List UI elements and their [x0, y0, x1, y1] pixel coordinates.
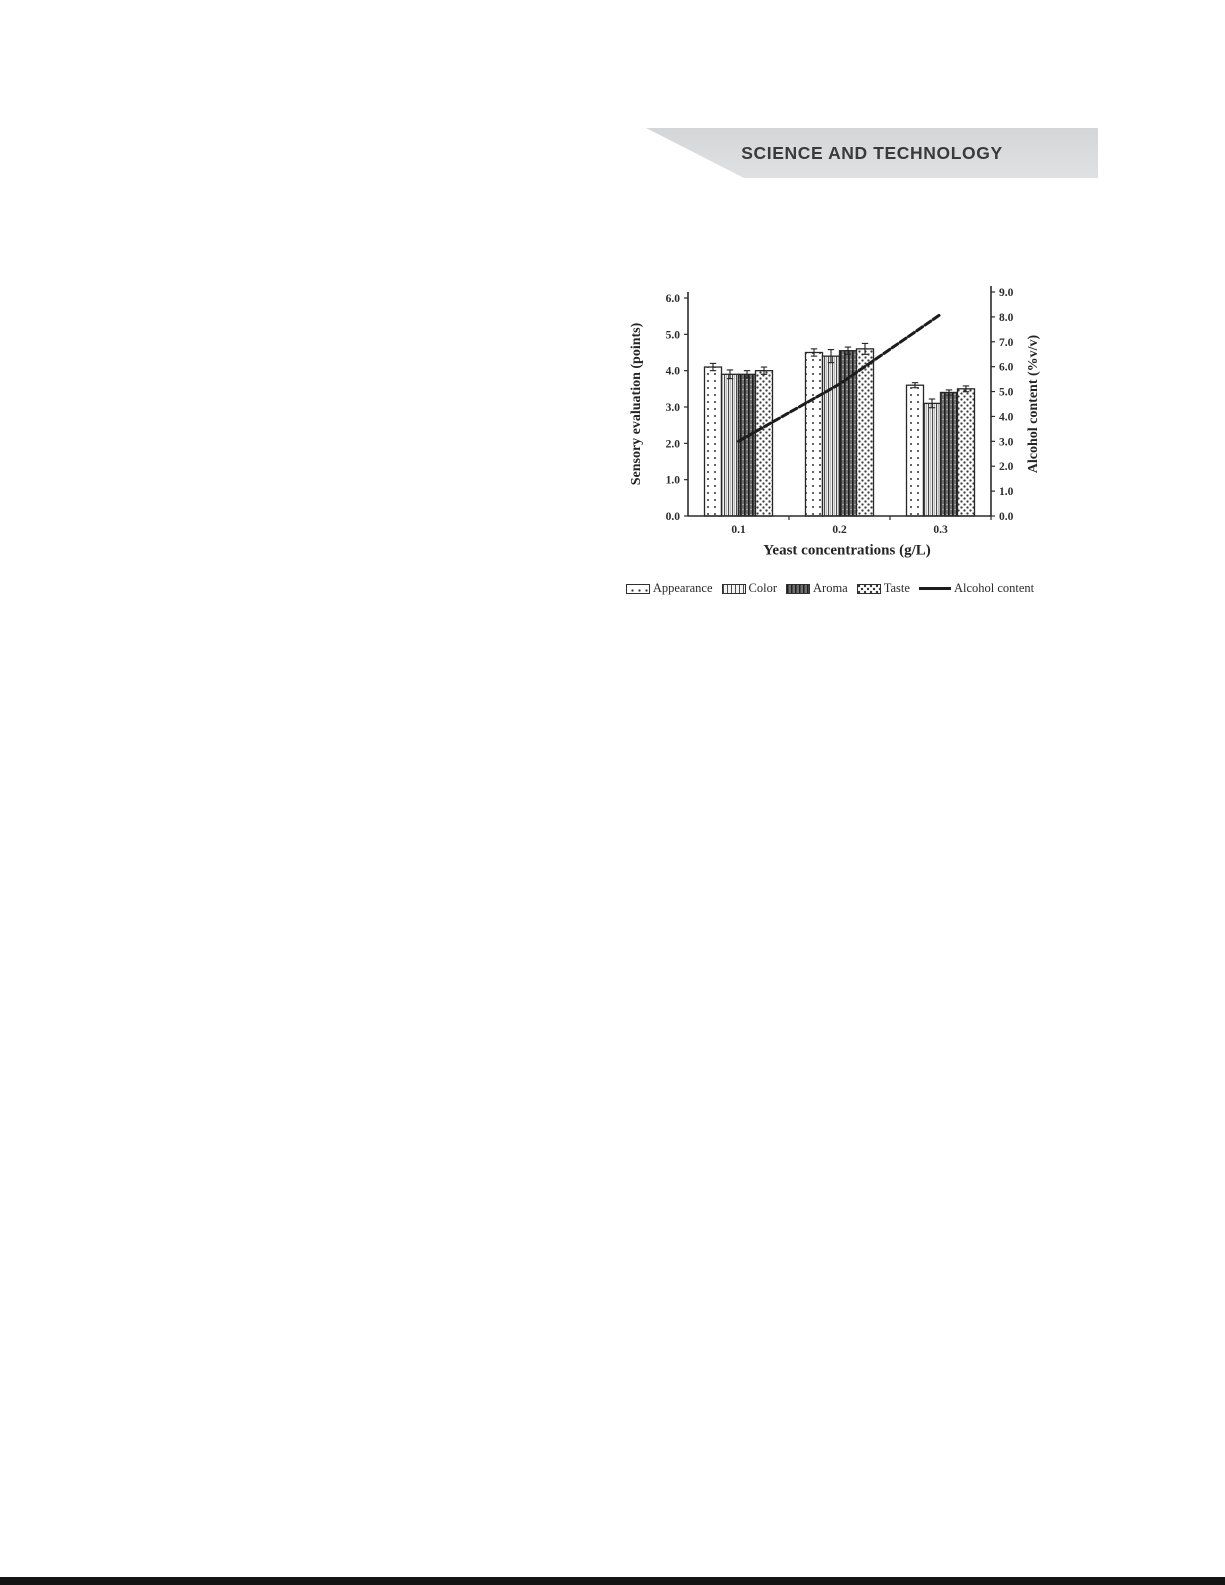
bar-aroma-0.3 [939, 391, 959, 517]
chart-canvas: 0.0 1.0 2.0 3.0 4.0 5.0 6.0 0.0 1.0 2.0 3.0 4.0 5.0 6… [666, 286, 1014, 536]
legend-swatch-vlines [721, 583, 746, 594]
error-bar [810, 348, 818, 357]
bar-color-0.1 [720, 373, 740, 517]
right-tick-label: 7.0 [999, 337, 1014, 349]
bar-taste-0.2 [855, 348, 875, 517]
left-tick-label: 5.0 [666, 329, 681, 341]
error-bar [827, 349, 835, 364]
right-axis-title: Alcohol content (%v/v) [1026, 334, 1041, 474]
legend-item-appearance: Appearance [625, 581, 713, 596]
right-tick-label: 3.0 [999, 436, 1014, 448]
error-bar [861, 342, 869, 355]
right-tick-label: 0.0 [999, 511, 1014, 523]
bar-color-0.2 [821, 355, 841, 517]
right-tick-label: 2.0 [999, 461, 1014, 473]
left-tick-label: 4.0 [666, 366, 681, 378]
left-tick-label: 2.0 [666, 438, 681, 450]
sensory-evaluation-chart: 0.0 1.0 2.0 3.0 4.0 5.0 6.0 0.0 1.0 2.0 3.0 4.0 5.0 6… [600, 266, 1060, 611]
left-tick-label: 1.0 [666, 475, 681, 487]
legend-item-aroma: Aroma [786, 581, 848, 596]
legend-label: Alcohol content [953, 581, 1035, 595]
legend-item-color: Color [721, 581, 778, 596]
legend-swatch-dark [786, 583, 811, 594]
bar-aroma-0.1 [737, 373, 757, 517]
error-bar [726, 369, 734, 380]
bar-appearance-0.3 [905, 384, 925, 517]
bar-appearance-0.2 [804, 351, 824, 517]
error-bar [962, 385, 970, 393]
error-bar [928, 398, 936, 409]
right-tick-label: 8.0 [999, 312, 1014, 324]
error-bar [911, 382, 919, 389]
header-banner: SCIENCE AND TECHNOLOGY [646, 128, 1098, 178]
legend-label: Aroma [813, 581, 848, 595]
legend-item-alcohol-content: Alcohol content [918, 581, 1035, 596]
bar-appearance-0.1 [703, 366, 723, 517]
legend-label: Taste [883, 581, 910, 595]
left-axis-title: Sensory evaluation (points) [629, 322, 644, 486]
legend-swatch-line [918, 587, 951, 590]
header-banner-title: SCIENCE AND TECHNOLOGY [741, 142, 1003, 163]
bar-taste-0.3 [956, 388, 976, 517]
error-bar [760, 366, 768, 375]
error-bar [945, 389, 953, 396]
x-tick-label: 0.1 [731, 524, 746, 536]
legend-swatch-dots [625, 583, 650, 594]
bar-taste-0.1 [754, 370, 774, 517]
chart-legend: Appearance Color Aroma Taste Alcohol content [588, 581, 1072, 596]
bar-color-0.3 [922, 402, 942, 517]
left-tick-label: 6.0 [666, 293, 681, 305]
right-tick-label: 6.0 [999, 362, 1014, 374]
legend-item-taste: Taste [856, 581, 910, 596]
x-axis-title: Yeast concentrations (g/L) [763, 542, 931, 559]
error-bar [709, 362, 717, 372]
error-bar [844, 346, 852, 355]
alcohol-content-line [737, 312, 942, 443]
ticks [684, 291, 995, 520]
axes [687, 286, 992, 517]
right-tick-label: 1.0 [999, 486, 1014, 498]
legend-label: Color [748, 581, 778, 595]
legend-label: Appearance [652, 581, 713, 595]
left-tick-label: 3.0 [666, 402, 681, 414]
x-tick-label: 0.2 [832, 524, 847, 536]
error-bar [743, 370, 751, 379]
right-tick-label: 9.0 [999, 287, 1014, 299]
left-tick-label: 0.0 [666, 511, 681, 523]
right-tick-label: 4.0 [999, 411, 1014, 423]
right-tick-label: 5.0 [999, 387, 1014, 399]
legend-swatch-diamond [856, 583, 881, 594]
page-bottom-rule [0, 1577, 1225, 1585]
x-tick-label: 0.3 [933, 524, 948, 536]
